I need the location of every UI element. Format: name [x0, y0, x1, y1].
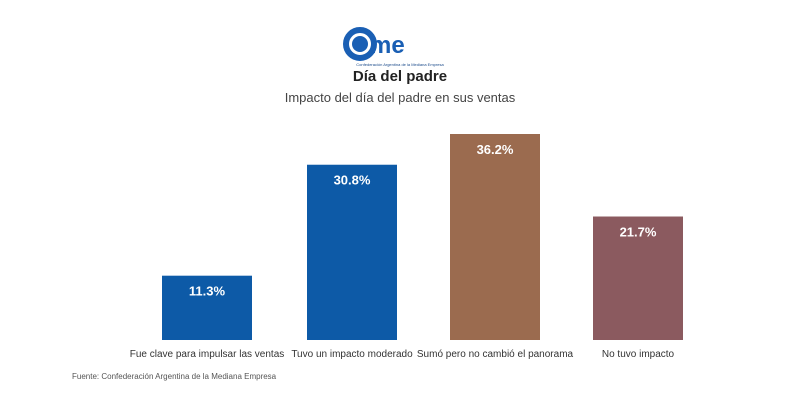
- chart-subtitle: Impacto del día del padre en sus ventas: [284, 90, 516, 105]
- bar-3: [450, 134, 540, 340]
- logo-tagline: Confederación Argentina de la Mediana Em…: [356, 62, 444, 67]
- category-label-2: Tuvo un impacto moderado: [291, 349, 413, 360]
- bar-1: [162, 275, 252, 340]
- bar-4: [593, 216, 683, 340]
- data-label-2: 30.8%: [334, 173, 371, 188]
- source-note: Fuente: Confederación Argentina de la Me…: [72, 372, 277, 381]
- chart-title: Día del padre: [352, 68, 448, 85]
- bar-2: [307, 164, 397, 340]
- came-logo: me: [343, 27, 405, 61]
- data-label-1: 11.3%: [189, 284, 226, 299]
- svg-text:me: me: [370, 32, 405, 59]
- category-label-4: No tuvo impacto: [602, 349, 675, 360]
- data-label-3: 36.2%: [477, 142, 514, 157]
- category-label-3: Sumó pero no cambió el panorama: [417, 349, 574, 360]
- data-label-4: 21.7%: [620, 225, 657, 240]
- category-label-1: Fue clave para impulsar las ventas: [130, 349, 285, 360]
